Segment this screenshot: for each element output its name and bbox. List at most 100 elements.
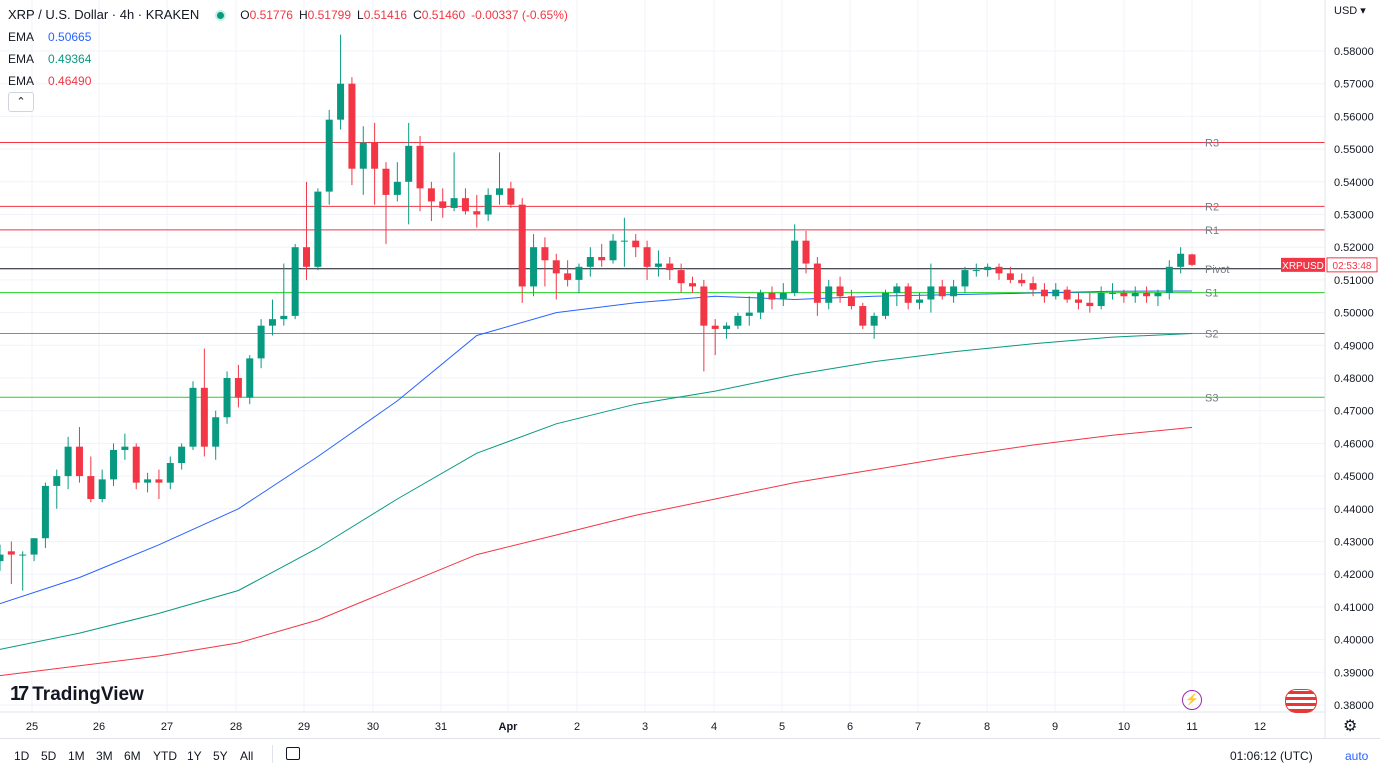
candle-body <box>507 188 515 205</box>
tradingview-logo[interactable]: 17 TradingView <box>10 683 144 706</box>
candle-body <box>1029 283 1037 290</box>
candle-body <box>802 240 810 264</box>
candle-body <box>813 263 821 303</box>
candle-body <box>530 247 538 287</box>
x-tick-label: 29 <box>298 721 310 733</box>
bolt-icon[interactable]: ⚡ <box>1182 690 1202 710</box>
range-all-button[interactable]: All <box>240 749 254 763</box>
ema-row-1[interactable]: EMA 0.50665 <box>8 26 568 48</box>
candle-body <box>1109 292 1117 294</box>
badge-countdown-bg <box>1326 257 1378 273</box>
range-1d-button[interactable]: 1D <box>14 749 30 763</box>
us-flag-icon[interactable] <box>1285 689 1317 713</box>
candle-body <box>87 476 95 499</box>
y-tick-label: 0.56000 <box>1334 111 1374 123</box>
x-tick-label: Apr <box>499 721 519 733</box>
y-tick-label: 0.42000 <box>1334 569 1374 581</box>
chevron-up-icon: ⌃ <box>16 96 26 108</box>
candle-body <box>348 83 356 169</box>
y-tick-label: 0.40000 <box>1334 635 1374 647</box>
range-1y-button[interactable]: 1Y <box>187 749 202 763</box>
candle-body <box>7 551 15 555</box>
candle-body <box>110 449 118 480</box>
range-ytd-button[interactable]: YTD <box>153 749 177 763</box>
ohlc-high: 0.51799 <box>307 8 352 22</box>
candle-body <box>416 145 424 189</box>
candle-body <box>325 119 333 192</box>
x-tick-label: 10 <box>1118 721 1130 733</box>
range-5d-button[interactable]: 5D <box>41 749 57 763</box>
x-tick-label: 9 <box>1052 721 1058 733</box>
candle-body <box>950 286 958 297</box>
last-price-badge: XRPUSD 02:53:48 <box>1281 257 1378 273</box>
candle-body <box>870 315 878 326</box>
symbol-title[interactable]: XRP / U.S. Dollar · 4h · KRAKEN <box>8 7 200 22</box>
symbol-row[interactable]: XRP / U.S. Dollar · 4h · KRAKEN O 0.51776… <box>8 4 568 26</box>
y-tick-label: 0.53000 <box>1334 210 1374 222</box>
time-axis[interactable]: 25 26 27 28 29 30 31 Apr 2 3 4 5 6 7 8 9 10 11 12 <box>0 711 1325 733</box>
candle-body <box>745 312 753 316</box>
candle-body <box>314 191 322 267</box>
candle-body <box>19 554 27 556</box>
candle-body <box>1165 266 1173 293</box>
candle-body <box>473 211 481 215</box>
candle-body <box>620 240 628 242</box>
candle-body <box>1063 289 1071 300</box>
level-label: R3 <box>1205 138 1219 150</box>
ema-row-3[interactable]: EMA 0.46490 <box>8 70 568 92</box>
level-label: S3 <box>1205 392 1218 404</box>
price-axis[interactable]: 0.58000 0.57000 0.56000 0.55000 0.54000 0.530… <box>1324 0 1374 738</box>
y-tick-label: 0.41000 <box>1334 602 1374 614</box>
candle-body <box>734 315 742 326</box>
market-status-icon <box>215 10 227 21</box>
candle-body <box>961 270 969 287</box>
candle-body <box>768 292 776 300</box>
candle-body <box>1006 273 1014 280</box>
ema-line <box>0 290 1193 605</box>
x-tick-label: 28 <box>230 721 242 733</box>
candle-body <box>98 479 106 499</box>
candle-body <box>178 446 186 464</box>
level-label: S1 <box>1205 288 1218 300</box>
brand-name: TradingView <box>32 683 144 705</box>
candle-body <box>166 463 174 483</box>
candle-body <box>984 266 992 271</box>
y-tick-label: 0.54000 <box>1334 177 1374 189</box>
gear-icon[interactable]: ⚙ <box>1343 718 1358 735</box>
y-tick-label: 0.39000 <box>1334 667 1374 679</box>
candle-body <box>212 417 220 447</box>
utc-clock[interactable]: 01:06:12 (UTC) <box>1230 749 1313 763</box>
auto-scale-button[interactable]: auto <box>1345 749 1369 763</box>
x-tick-label: 3 <box>642 721 648 733</box>
ohlc-low-label: L <box>357 8 364 22</box>
ema-value: 0.46490 <box>48 74 92 88</box>
level-label: R1 <box>1205 225 1219 237</box>
range-6m-button[interactable]: 6M <box>124 749 141 763</box>
candle-body <box>893 286 901 293</box>
candle-body <box>688 283 696 287</box>
ohlc-close: 0.51460 <box>421 8 466 22</box>
candle-body <box>643 247 651 267</box>
currency-selector[interactable]: USD ▾ <box>1334 5 1366 17</box>
candle-body <box>234 378 242 398</box>
collapse-legend-button[interactable]: ⌃ <box>8 92 34 112</box>
toolbar-divider <box>272 745 273 763</box>
candle-body <box>1154 292 1162 297</box>
range-1m-button[interactable]: 1M <box>68 749 85 763</box>
candle-body <box>53 476 61 486</box>
ema-row-2[interactable]: EMA 0.49364 <box>8 48 568 70</box>
candle-body <box>1188 254 1196 265</box>
range-5y-button[interactable]: 5Y <box>213 749 228 763</box>
candle-body <box>518 204 526 287</box>
candle-body <box>280 315 288 320</box>
candle-body <box>246 358 254 398</box>
calendar-icon[interactable] <box>286 747 300 760</box>
range-3m-button[interactable]: 3M <box>96 749 113 763</box>
candle-body <box>654 263 662 267</box>
badge-symbol: XRPUSD <box>1282 261 1324 272</box>
candle-body <box>916 299 924 303</box>
y-tick-label: 0.55000 <box>1334 144 1374 156</box>
candle-body <box>268 319 276 326</box>
candle-body <box>757 292 765 313</box>
